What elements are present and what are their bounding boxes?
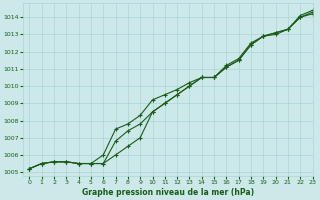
X-axis label: Graphe pression niveau de la mer (hPa): Graphe pression niveau de la mer (hPa): [82, 188, 254, 197]
